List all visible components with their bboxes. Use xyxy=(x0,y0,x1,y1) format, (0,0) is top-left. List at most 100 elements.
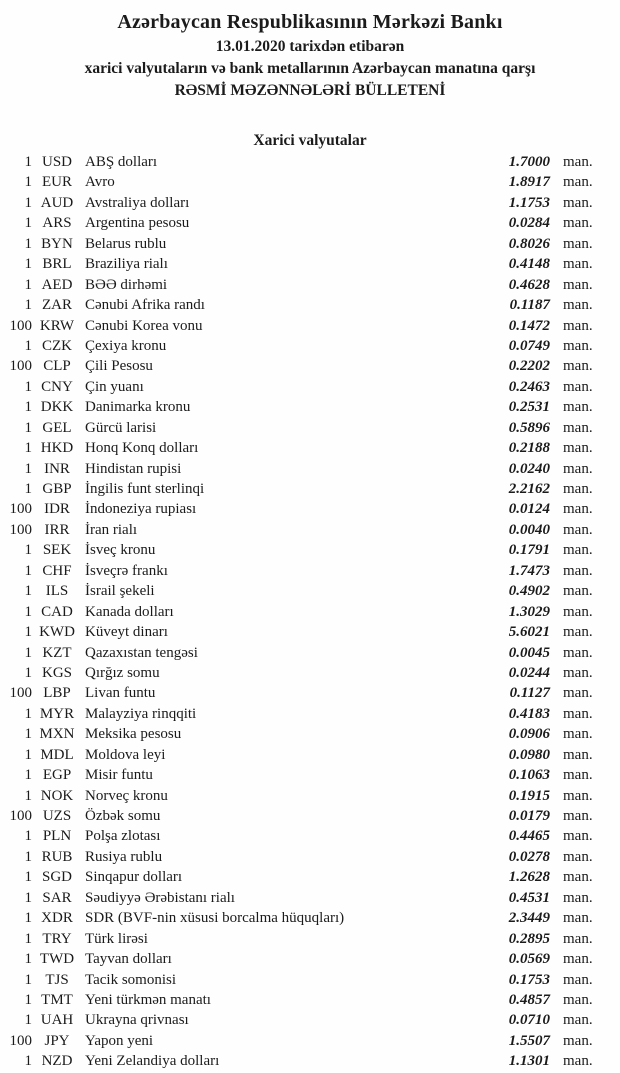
table-row: 1 HKD Honq Konq dolları 0.2188 man. xyxy=(8,438,604,458)
cell-code: INR xyxy=(44,460,70,477)
cell-code: XDR xyxy=(41,910,73,927)
cell-qty: 1 xyxy=(24,705,33,722)
cell-name: Meksika pesosu xyxy=(85,726,182,743)
table-row: 1 SAR Səudiyyə Ərəbistanı rialı 0.4531 man. xyxy=(8,888,604,908)
table-row: 1 BRL Braziliya rialı 0.4148 man. xyxy=(8,254,604,274)
cell-rate: 1.2628 xyxy=(508,869,550,886)
cell-name: Yeni Zelandiya dolları xyxy=(85,1053,220,1070)
cell-qty: 1 xyxy=(24,215,33,232)
cell-qty: 1 xyxy=(24,378,33,395)
cell-code: ZAR xyxy=(42,297,72,314)
cell-rate: 1.5507 xyxy=(508,1032,550,1049)
cell-code: JPY xyxy=(44,1032,70,1049)
cell-code: CHF xyxy=(42,562,72,579)
cell-rate: 0.0244 xyxy=(508,664,550,681)
cell-name: Tayvan dolları xyxy=(85,951,172,968)
cell-unit: man. xyxy=(563,603,593,620)
cell-unit: man. xyxy=(563,297,593,314)
cell-qty: 100 xyxy=(9,808,33,824)
effective-date-line: 13.01.2020 tarixdən etibarən xyxy=(215,38,405,55)
cell-name: İngilis funt sterlinqi xyxy=(85,481,205,497)
cell-unit: man. xyxy=(563,358,593,375)
cell-unit: man. xyxy=(563,1053,593,1070)
cell-rate: 0.1472 xyxy=(508,317,550,334)
bank-name-title: Azərbaycan Respublikasının Mərkəzi Bankı xyxy=(117,11,503,33)
cell-rate: 0.4183 xyxy=(508,705,550,722)
cell-qty: 1 xyxy=(24,194,33,211)
cell-rate: 1.7473 xyxy=(508,562,550,579)
table-row: 1 SGD Sinqapur dolları 1.2628 man. xyxy=(8,867,604,887)
cell-unit: man. xyxy=(563,235,593,252)
table-row: 100 IRR İran rialı 0.0040 man. xyxy=(8,520,604,540)
cell-unit: man. xyxy=(563,705,593,722)
table-row: 1 USD ABŞ dolları 1.7000 man. xyxy=(8,152,604,172)
cell-unit: man. xyxy=(563,440,593,457)
cell-qty: 100 xyxy=(9,317,33,334)
cell-code: EGP xyxy=(42,767,72,784)
cell-qty: 100 xyxy=(9,521,33,538)
cell-rate: 0.0710 xyxy=(508,1012,550,1029)
cell-qty: 1 xyxy=(24,256,33,273)
cell-qty: 1 xyxy=(24,848,33,865)
cell-rate: 0.2895 xyxy=(508,930,550,947)
cell-name: Hindistan rupisi xyxy=(85,460,182,477)
cell-code: TWD xyxy=(39,951,75,968)
cell-name: ABŞ dolları xyxy=(85,154,158,170)
table-row: 1 TJS Tacik somonisi 0.1753 man. xyxy=(8,970,604,990)
cell-code: TRY xyxy=(42,930,72,947)
cell-name: Danimarka kronu xyxy=(85,399,191,416)
cell-unit: man. xyxy=(563,889,593,906)
cell-rate: 0.4148 xyxy=(508,256,550,273)
cell-unit: man. xyxy=(563,378,593,395)
cell-code: KWD xyxy=(39,624,75,641)
cell-qty: 1 xyxy=(24,562,33,579)
cell-name: Norveç kronu xyxy=(85,787,168,804)
cell-unit: man. xyxy=(563,808,593,824)
cell-name: Rusiya rublu xyxy=(85,848,163,865)
cell-code: KGS xyxy=(41,664,72,681)
table-row: 100 KRW Cənubi Korea vonu 0.1472 man. xyxy=(8,316,604,336)
cell-code: SAR xyxy=(42,889,72,906)
table-row: 1 RUB Rusiya rublu 0.0278 man. xyxy=(8,847,604,867)
cell-qty: 1 xyxy=(24,1012,33,1029)
cell-name: Belarus rublu xyxy=(85,235,167,252)
cell-name: Avro xyxy=(85,174,115,191)
cell-rate: 2.3449 xyxy=(508,910,550,927)
cell-name: Çili Pesosu xyxy=(85,358,153,375)
cell-code: KRW xyxy=(39,317,75,334)
cell-rate: 1.1301 xyxy=(508,1053,550,1070)
cell-qty: 1 xyxy=(24,440,33,457)
cell-unit: man. xyxy=(563,869,593,886)
cell-unit: man. xyxy=(563,317,593,334)
cell-rate: 0.4857 xyxy=(508,991,550,1008)
cell-name: Qazaxıstan tengəsi xyxy=(85,644,198,661)
cell-rate: 0.0045 xyxy=(508,644,550,661)
cell-rate: 0.8026 xyxy=(508,235,550,252)
cell-code: USD xyxy=(41,154,72,170)
cell-name: Tacik somonisi xyxy=(85,971,177,988)
cell-qty: 1 xyxy=(24,297,33,314)
cell-unit: man. xyxy=(563,154,593,170)
cell-unit: man. xyxy=(563,1032,593,1049)
table-row: 100 CLP Çili Pesosu 0.2202 man. xyxy=(8,356,604,376)
cell-rate: 0.0980 xyxy=(508,746,550,763)
table-row: 1 UAH Ukrayna qrivnası 0.0710 man. xyxy=(8,1010,604,1030)
table-row: 1 MXN Meksika pesosu 0.0906 man. xyxy=(8,724,604,744)
cell-unit: man. xyxy=(563,644,593,661)
table-row: 1 MYR Malayziya rinqqiti 0.4183 man. xyxy=(8,704,604,724)
cell-code: AED xyxy=(41,276,73,293)
cell-code: DKK xyxy=(40,399,74,416)
table-row: 1 AUD Avstraliya dolları 1.1753 man. xyxy=(8,193,604,213)
cell-qty: 1 xyxy=(24,951,33,968)
cell-name: Malayziya rinqqiti xyxy=(85,705,197,722)
cell-code: NZD xyxy=(41,1053,73,1070)
cell-name: Türk lirəsi xyxy=(85,930,148,947)
cell-unit: man. xyxy=(563,562,593,579)
cell-name: Polşa zlotası xyxy=(85,828,161,845)
table-row: 1 KZT Qazaxıstan tengəsi 0.0045 man. xyxy=(8,643,604,663)
table-row: 1 GBP İngilis funt sterlinqi 2.2162 man. xyxy=(8,479,604,499)
cell-code: TMT xyxy=(41,991,73,1008)
cell-code: GBP xyxy=(42,481,72,497)
cell-unit: man. xyxy=(563,256,593,273)
